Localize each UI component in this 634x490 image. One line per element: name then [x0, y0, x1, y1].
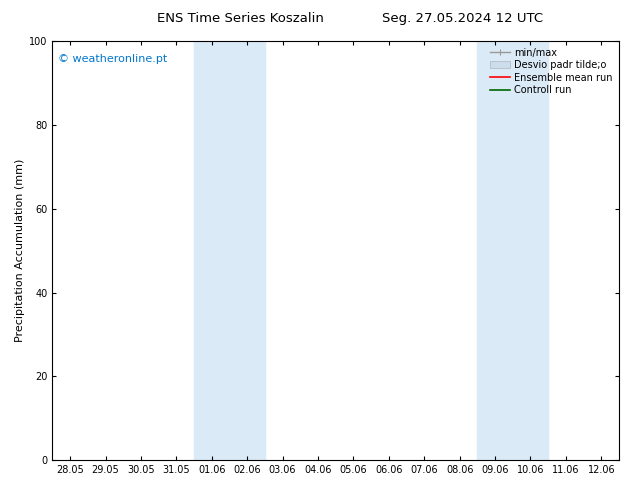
Text: © weatheronline.pt: © weatheronline.pt: [58, 53, 167, 64]
Y-axis label: Precipitation Accumulation (mm): Precipitation Accumulation (mm): [15, 159, 25, 343]
Bar: [477, 41, 548, 460]
Text: Seg. 27.05.2024 12 UTC: Seg. 27.05.2024 12 UTC: [382, 12, 543, 25]
Legend: min/max, Desvio padr tilde;o, Ensemble mean run, Controll run: min/max, Desvio padr tilde;o, Ensemble m…: [488, 46, 614, 97]
Text: ENS Time Series Koszalin: ENS Time Series Koszalin: [157, 12, 325, 25]
Bar: [194, 41, 265, 460]
